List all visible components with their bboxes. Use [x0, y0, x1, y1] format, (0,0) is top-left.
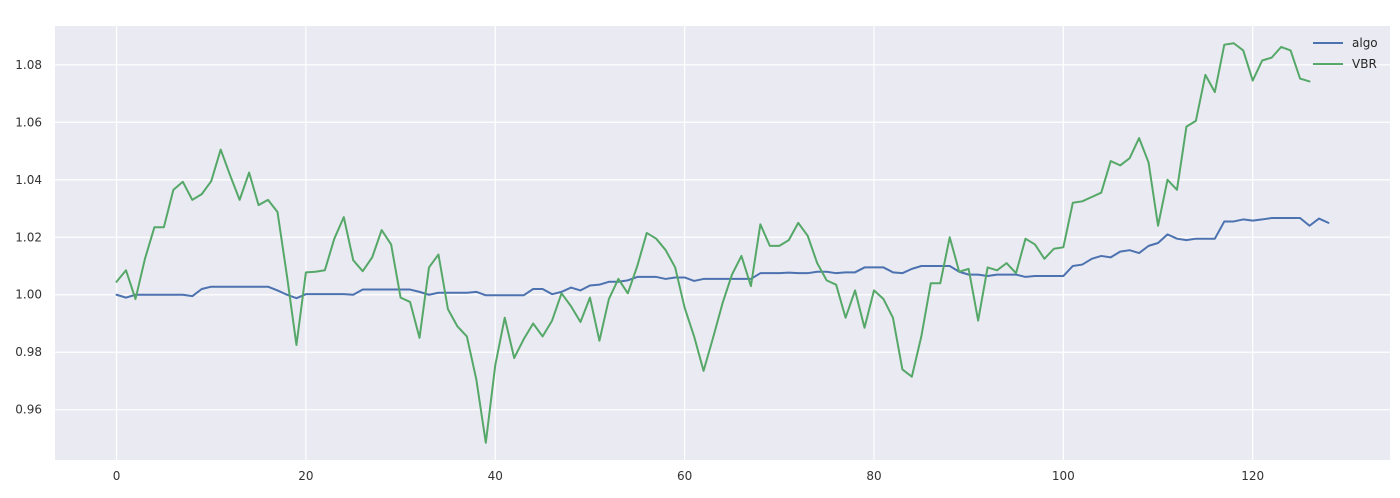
y-axis-ticks: 0.96 0.98 1.00 1.02 1.04 1.06 1.08 — [15, 58, 42, 417]
y-tick-label: 1.00 — [15, 288, 42, 302]
y-tick-label: 0.96 — [15, 403, 42, 417]
grid-lines — [55, 26, 1390, 460]
series-line-vbr — [115, 42, 1311, 444]
series-lines — [115, 42, 1330, 444]
y-tick-label: 1.04 — [15, 173, 42, 187]
x-tick-label: 80 — [866, 469, 881, 483]
x-tick-label: 20 — [298, 469, 313, 483]
y-tick-label: 1.08 — [15, 58, 42, 72]
x-tick-label: 40 — [488, 469, 503, 483]
x-tick-label: 0 — [113, 469, 121, 483]
y-tick-label: 0.98 — [15, 345, 42, 359]
x-axis-ticks: 0 20 40 60 80 100 120 — [113, 469, 1264, 483]
y-tick-label: 1.06 — [15, 115, 42, 129]
x-tick-label: 60 — [677, 469, 692, 483]
x-tick-label: 100 — [1052, 469, 1075, 483]
plot-area — [55, 26, 1390, 460]
legend-label-algo: algo — [1352, 36, 1378, 50]
series-line-algo — [115, 216, 1330, 300]
y-tick-label: 1.02 — [15, 230, 42, 244]
x-tick-label: 120 — [1241, 469, 1264, 483]
legend: algo VBR — [1313, 36, 1378, 71]
legend-label-vbr: VBR — [1352, 57, 1377, 71]
